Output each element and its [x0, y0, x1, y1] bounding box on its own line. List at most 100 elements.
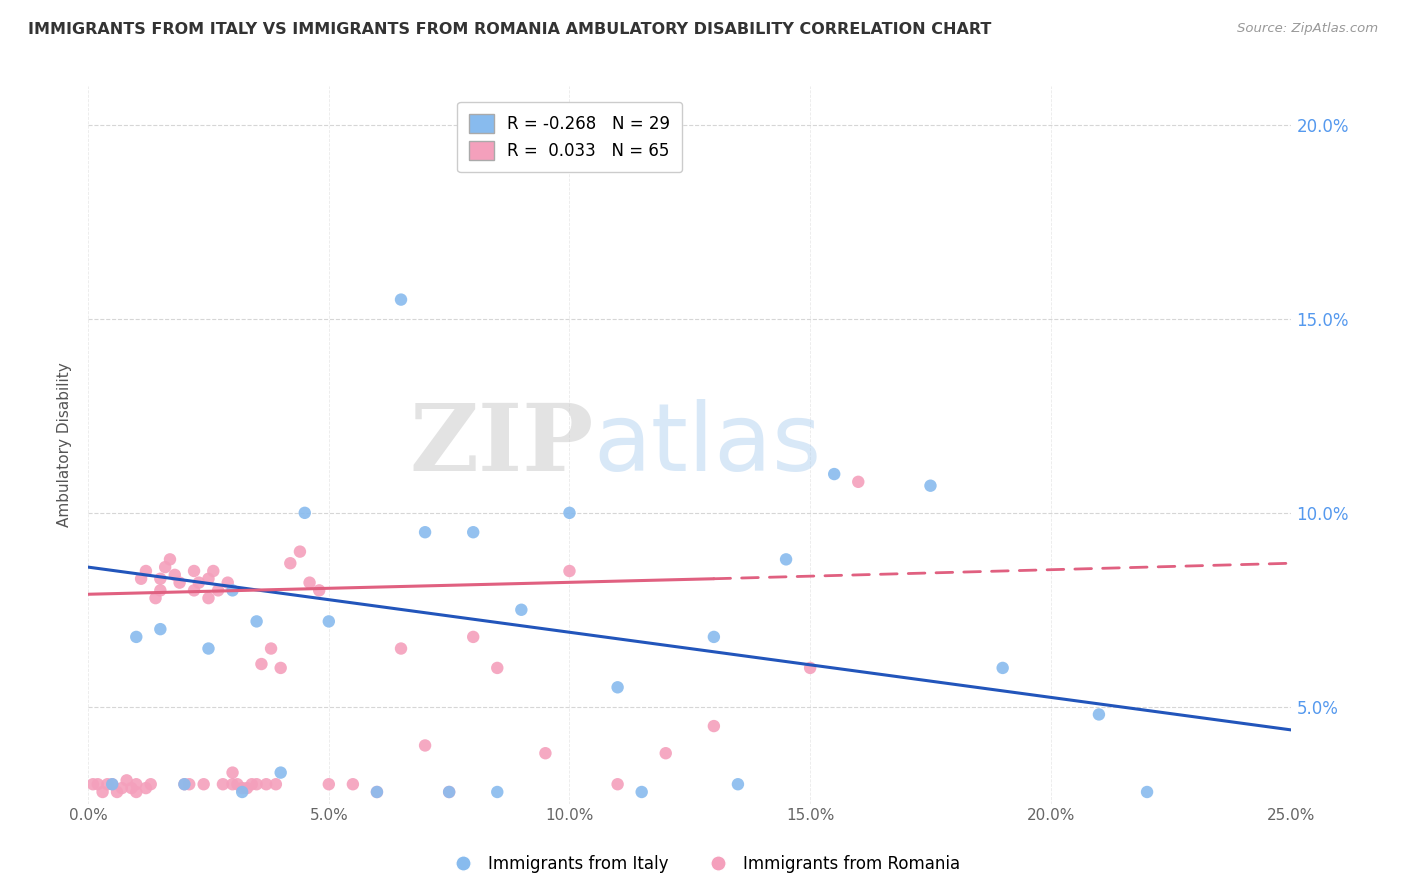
Point — [389, 641, 412, 656]
Point — [413, 525, 436, 540]
Point — [135, 564, 157, 578]
Point — [197, 591, 219, 606]
Point — [125, 630, 148, 644]
Point — [149, 622, 172, 636]
Point — [221, 583, 243, 598]
Point — [246, 777, 269, 791]
Point — [630, 785, 652, 799]
Point — [212, 777, 235, 791]
Legend: Immigrants from Italy, Immigrants from Romania: Immigrants from Italy, Immigrants from R… — [439, 848, 967, 880]
Point — [486, 661, 509, 675]
Point — [366, 785, 388, 799]
Text: Source: ZipAtlas.com: Source: ZipAtlas.com — [1237, 22, 1378, 36]
Point — [193, 777, 215, 791]
Point — [342, 777, 364, 791]
Point — [173, 777, 195, 791]
Point — [169, 575, 191, 590]
Point — [534, 746, 557, 760]
Point — [799, 661, 821, 675]
Point — [149, 572, 172, 586]
Point — [173, 777, 195, 791]
Point — [991, 661, 1014, 675]
Point — [159, 552, 181, 566]
Point — [389, 293, 412, 307]
Point — [270, 661, 292, 675]
Text: atlas: atlas — [593, 399, 821, 491]
Point — [179, 777, 201, 791]
Point — [437, 785, 460, 799]
Point — [231, 785, 253, 799]
Point — [139, 777, 162, 791]
Point — [129, 572, 152, 586]
Point — [437, 785, 460, 799]
Point — [1088, 707, 1111, 722]
Point — [775, 552, 797, 566]
Point — [250, 657, 273, 671]
Point — [308, 583, 330, 598]
Point — [270, 765, 292, 780]
Point — [278, 556, 301, 570]
Text: ZIP: ZIP — [409, 400, 593, 490]
Point — [510, 603, 533, 617]
Point — [260, 641, 283, 656]
Point — [197, 572, 219, 586]
Point — [115, 773, 138, 788]
Point — [105, 785, 128, 799]
Point — [149, 583, 172, 598]
Point — [82, 777, 104, 791]
Point — [318, 777, 340, 791]
Point — [463, 630, 485, 644]
Point — [91, 785, 114, 799]
Point — [366, 785, 388, 799]
Point — [226, 777, 249, 791]
Point — [217, 575, 239, 590]
Point — [823, 467, 845, 481]
Point — [183, 583, 205, 598]
Point — [264, 777, 287, 791]
Point — [101, 777, 124, 791]
Point — [145, 591, 167, 606]
Point — [207, 583, 229, 598]
Point — [231, 781, 253, 796]
Point — [558, 564, 581, 578]
Point — [246, 615, 269, 629]
Point — [163, 567, 186, 582]
Point — [606, 777, 628, 791]
Point — [153, 560, 176, 574]
Point — [197, 641, 219, 656]
Point — [606, 681, 628, 695]
Point — [558, 506, 581, 520]
Point — [96, 777, 118, 791]
Point — [135, 781, 157, 796]
Point — [221, 765, 243, 780]
Point — [298, 575, 321, 590]
Point — [202, 564, 225, 578]
Point — [920, 479, 942, 493]
Point — [703, 630, 725, 644]
Point — [486, 785, 509, 799]
Point — [87, 777, 110, 791]
Point — [236, 781, 259, 796]
Text: IMMIGRANTS FROM ITALY VS IMMIGRANTS FROM ROMANIA AMBULATORY DISABILITY CORRELATI: IMMIGRANTS FROM ITALY VS IMMIGRANTS FROM… — [28, 22, 991, 37]
Point — [221, 777, 243, 791]
Point — [125, 785, 148, 799]
Point — [240, 777, 263, 791]
Point — [187, 575, 209, 590]
Point — [288, 544, 311, 558]
Point — [183, 564, 205, 578]
Point — [101, 777, 124, 791]
Point — [254, 777, 277, 791]
Point — [846, 475, 869, 489]
Point — [318, 615, 340, 629]
Point — [294, 506, 316, 520]
Point — [703, 719, 725, 733]
Point — [727, 777, 749, 791]
Legend: R = -0.268   N = 29, R =  0.033   N = 65: R = -0.268 N = 29, R = 0.033 N = 65 — [457, 102, 682, 172]
Point — [121, 781, 143, 796]
Y-axis label: Ambulatory Disability: Ambulatory Disability — [58, 363, 72, 527]
Point — [413, 739, 436, 753]
Point — [1136, 785, 1159, 799]
Point — [111, 781, 134, 796]
Point — [654, 746, 676, 760]
Point — [125, 777, 148, 791]
